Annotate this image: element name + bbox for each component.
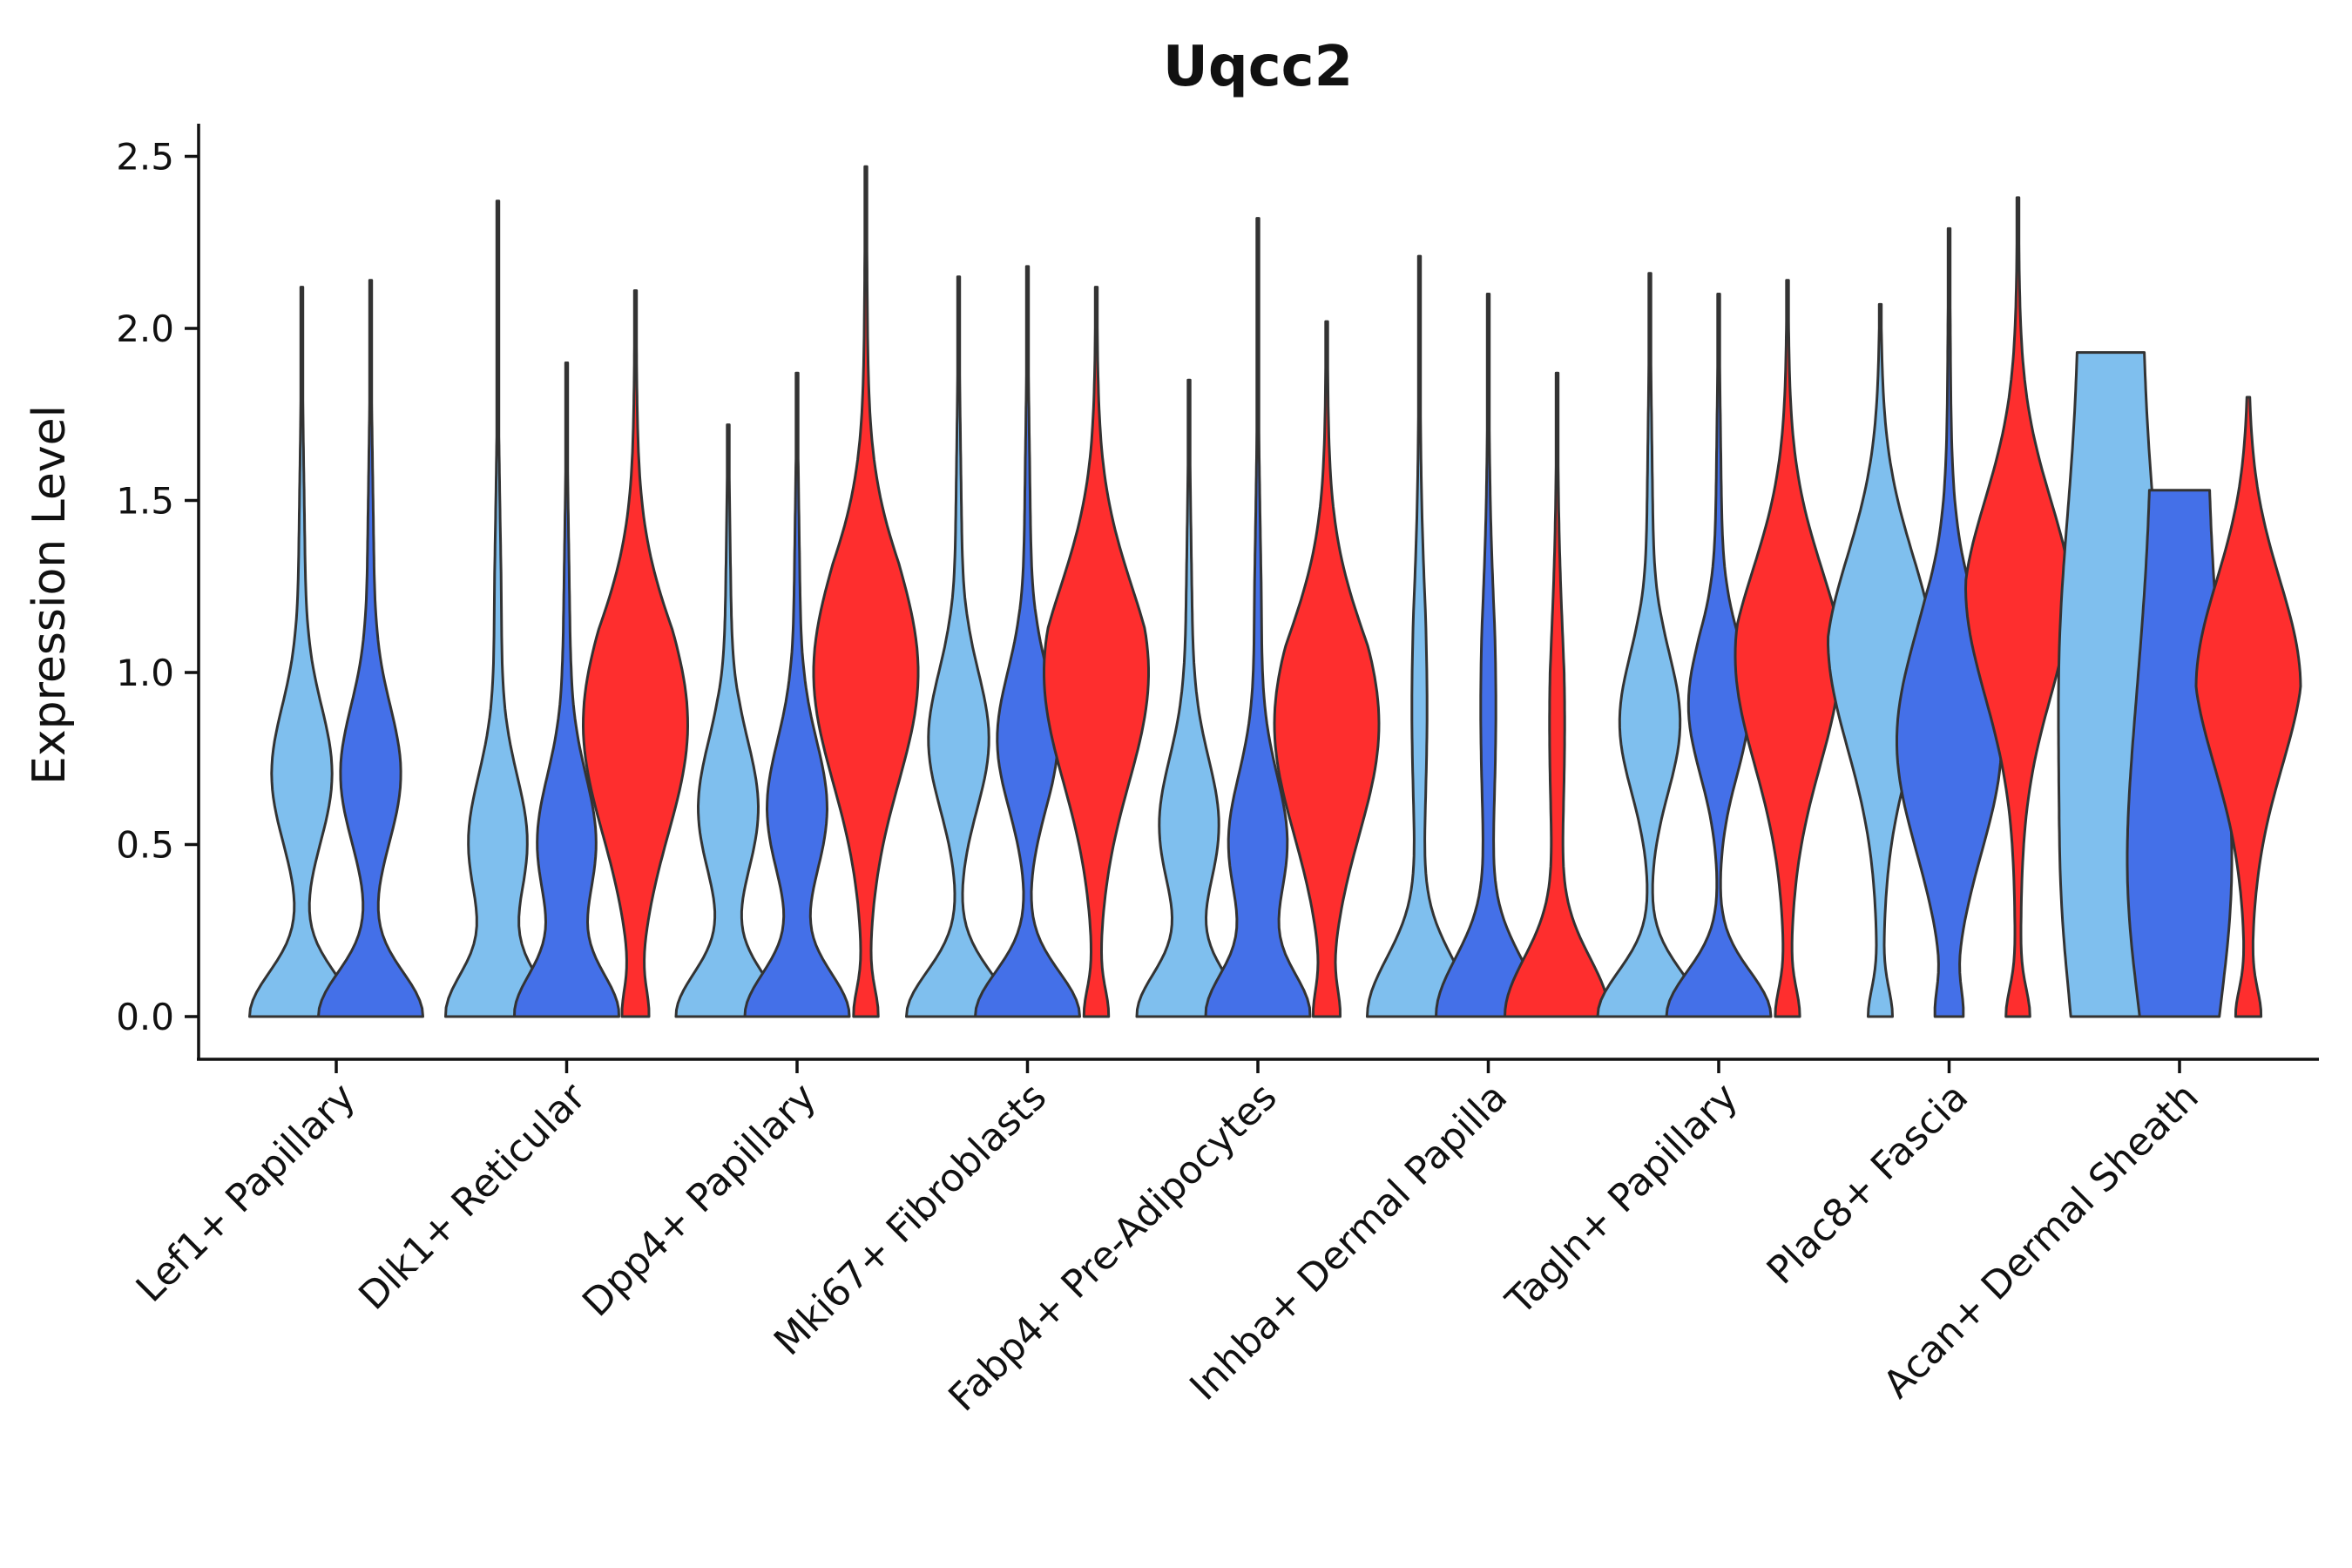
violin-5-2 [1504, 371, 1611, 1018]
violin-group [248, 165, 2302, 1018]
violin-4-0 [1135, 378, 1243, 1018]
y-tick-label: 1.0 [116, 652, 174, 694]
violin-0-1 [317, 279, 424, 1018]
violin-5-0 [1366, 254, 1473, 1018]
violin-7-2 [1964, 196, 2072, 1018]
y-axis-ticks: 0.0 0.5 1.0 1.5 2.0 2.5 [116, 136, 199, 1038]
violin-6-2 [1734, 279, 1842, 1018]
x-tick-label: Plac8+ Fascia [1759, 1075, 1977, 1294]
violin-2-0 [674, 423, 782, 1018]
x-tick-label: Dlk1+ Reticular [350, 1074, 595, 1319]
violin-1-1 [513, 362, 620, 1018]
violin-3-1 [974, 265, 1081, 1018]
x-tick-label: Lef1+ Papillary [128, 1075, 364, 1311]
violin-3-2 [1043, 286, 1150, 1018]
violin-3-0 [905, 275, 1012, 1018]
violin-2-2 [812, 165, 920, 1018]
violin-2-1 [743, 371, 851, 1018]
y-tick-label: 2.5 [116, 136, 174, 179]
violin-6-0 [1596, 272, 1704, 1018]
y-tick-label: 0.5 [116, 824, 174, 867]
violin-6-1 [1665, 293, 1773, 1018]
violin-4-1 [1204, 217, 1312, 1018]
violin-5-1 [1435, 293, 1542, 1018]
y-tick-label: 0.0 [116, 996, 174, 1038]
violin-0-0 [248, 286, 355, 1018]
violin-1-2 [582, 289, 689, 1018]
x-tick-label: Tagln+ Papillary [1497, 1075, 1747, 1324]
y-tick-label: 2.0 [116, 308, 174, 350]
chart-title: Uqcc2 [1163, 35, 1353, 99]
y-axis-label: Expression Level [24, 405, 76, 785]
y-tick-label: 1.5 [116, 480, 174, 523]
violin-8-2 [2194, 395, 2302, 1018]
violin-4-2 [1273, 320, 1381, 1018]
violin-1-0 [444, 199, 551, 1018]
x-tick-label: Dpp4+ Papillary [574, 1075, 825, 1326]
